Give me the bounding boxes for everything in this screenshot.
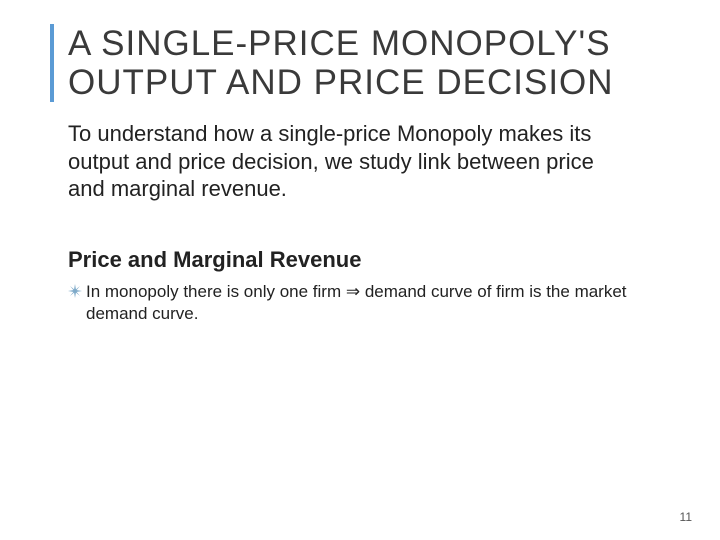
- bullet-text: In monopoly there is only one firm ⇒ dem…: [86, 281, 668, 325]
- title-block: A SINGLE-PRICE MONOPOLY'S OUTPUT AND PRI…: [50, 24, 670, 102]
- bullet-item: In monopoly there is only one firm ⇒ dem…: [68, 281, 668, 325]
- slide-title: A SINGLE-PRICE MONOPOLY'S OUTPUT AND PRI…: [68, 24, 670, 102]
- accent-bar: [50, 24, 54, 102]
- page-number: 11: [680, 510, 692, 524]
- starburst-icon: [68, 284, 82, 301]
- section-subhead: Price and Marginal Revenue: [68, 247, 670, 273]
- slide-container: A SINGLE-PRICE MONOPOLY'S OUTPUT AND PRI…: [0, 0, 720, 540]
- intro-paragraph: To understand how a single-price Monopol…: [68, 120, 628, 203]
